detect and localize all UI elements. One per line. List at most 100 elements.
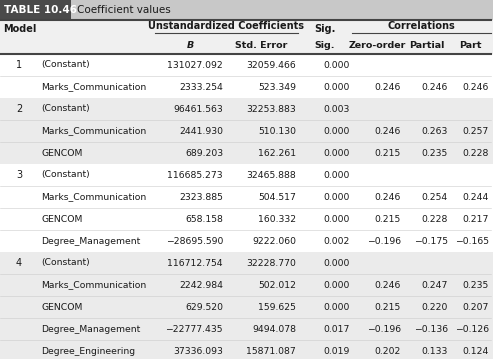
Text: 0.000: 0.000 — [323, 149, 350, 158]
Text: −28695.590: −28695.590 — [166, 237, 223, 246]
Text: 0.228: 0.228 — [462, 149, 489, 158]
Text: 116685.273: 116685.273 — [168, 171, 223, 180]
Text: Marks_Communication: Marks_Communication — [41, 280, 146, 289]
Text: 3: 3 — [16, 170, 22, 180]
Text: 162.261: 162.261 — [258, 149, 296, 158]
Bar — [0, 164, 493, 252]
Text: Degree_Management: Degree_Management — [41, 325, 140, 334]
Bar — [0, 38, 493, 54]
Text: −22777.435: −22777.435 — [166, 325, 223, 334]
Text: 658.158: 658.158 — [185, 214, 223, 224]
Text: 160.332: 160.332 — [258, 214, 296, 224]
Text: 2441.930: 2441.930 — [179, 126, 223, 135]
Text: Partial: Partial — [409, 42, 444, 51]
Text: Sig.: Sig. — [315, 42, 335, 51]
Text: Coefficient values: Coefficient values — [77, 5, 171, 15]
Text: 131027.092: 131027.092 — [167, 61, 223, 70]
Text: Marks_Communication: Marks_Communication — [41, 83, 146, 92]
Text: Model: Model — [3, 24, 36, 34]
Text: 0.000: 0.000 — [323, 192, 350, 201]
Text: 0.000: 0.000 — [323, 61, 350, 70]
Bar — [0, 0, 493, 20]
Text: Std. Error: Std. Error — [235, 42, 288, 51]
Text: 629.520: 629.520 — [185, 303, 223, 312]
Bar — [0, 20, 493, 38]
Text: 0.246: 0.246 — [375, 83, 401, 92]
Text: 0.207: 0.207 — [462, 303, 489, 312]
Text: −0.175: −0.175 — [414, 237, 448, 246]
Text: 0.000: 0.000 — [323, 83, 350, 92]
Text: 0.257: 0.257 — [463, 126, 489, 135]
Text: 0.246: 0.246 — [375, 192, 401, 201]
Text: −0.165: −0.165 — [455, 237, 489, 246]
Text: 4: 4 — [16, 258, 22, 268]
Text: 0.235: 0.235 — [463, 280, 489, 289]
Text: 0.215: 0.215 — [375, 303, 401, 312]
Text: (Constant): (Constant) — [41, 171, 90, 180]
Text: 0.246: 0.246 — [462, 83, 489, 92]
Text: Marks_Communication: Marks_Communication — [41, 192, 146, 201]
Text: 9222.060: 9222.060 — [252, 237, 296, 246]
Text: 0.000: 0.000 — [323, 258, 350, 267]
Text: 0.247: 0.247 — [422, 280, 448, 289]
Text: 0.244: 0.244 — [462, 192, 489, 201]
Text: 0.217: 0.217 — [462, 214, 489, 224]
Text: 0.215: 0.215 — [375, 149, 401, 158]
Text: 0.000: 0.000 — [323, 171, 350, 180]
Text: 523.349: 523.349 — [258, 83, 296, 92]
Text: Correlations: Correlations — [387, 21, 456, 31]
Text: 0.246: 0.246 — [422, 83, 448, 92]
Bar — [0, 0, 71, 20]
Text: GENCOM: GENCOM — [41, 149, 82, 158]
Text: 9494.078: 9494.078 — [252, 325, 296, 334]
Text: 0.003: 0.003 — [323, 104, 350, 113]
Text: 0.000: 0.000 — [323, 214, 350, 224]
Text: 2323.885: 2323.885 — [179, 192, 223, 201]
Text: 0.000: 0.000 — [323, 280, 350, 289]
Text: GENCOM: GENCOM — [41, 303, 82, 312]
Text: 502.012: 502.012 — [258, 280, 296, 289]
Text: 32059.466: 32059.466 — [246, 61, 296, 70]
Text: 0.215: 0.215 — [375, 214, 401, 224]
Text: 0.124: 0.124 — [462, 346, 489, 355]
Text: (Constant): (Constant) — [41, 104, 90, 113]
Text: (Constant): (Constant) — [41, 258, 90, 267]
Text: −0.196: −0.196 — [367, 237, 401, 246]
Text: Sig.: Sig. — [315, 24, 336, 34]
Text: Unstandardized Coefficients: Unstandardized Coefficients — [148, 21, 305, 31]
Text: 0.246: 0.246 — [375, 280, 401, 289]
Text: 32465.888: 32465.888 — [246, 171, 296, 180]
Text: 0.235: 0.235 — [422, 149, 448, 158]
Text: 2: 2 — [16, 104, 22, 114]
Text: 510.130: 510.130 — [258, 126, 296, 135]
Text: Degree_Engineering: Degree_Engineering — [41, 346, 135, 355]
Text: 0.000: 0.000 — [323, 303, 350, 312]
Text: 1: 1 — [16, 60, 22, 70]
Text: Marks_Communication: Marks_Communication — [41, 126, 146, 135]
Text: 0.002: 0.002 — [323, 237, 350, 246]
Text: 32253.883: 32253.883 — [246, 104, 296, 113]
Bar — [0, 98, 493, 164]
Text: −0.136: −0.136 — [414, 325, 448, 334]
Text: 159.625: 159.625 — [258, 303, 296, 312]
Text: 2333.254: 2333.254 — [179, 83, 223, 92]
Text: GENCOM: GENCOM — [41, 214, 82, 224]
Text: B: B — [186, 42, 194, 51]
Text: Zero-order: Zero-order — [349, 42, 406, 51]
Text: 0.228: 0.228 — [422, 214, 448, 224]
Text: −0.196: −0.196 — [367, 325, 401, 334]
Text: 0.254: 0.254 — [422, 192, 448, 201]
Text: 0.263: 0.263 — [422, 126, 448, 135]
Text: 0.000: 0.000 — [323, 126, 350, 135]
Text: 0.019: 0.019 — [323, 346, 350, 355]
Text: 15871.087: 15871.087 — [246, 346, 296, 355]
Text: 32228.770: 32228.770 — [246, 258, 296, 267]
Text: 504.517: 504.517 — [258, 192, 296, 201]
Text: 689.203: 689.203 — [185, 149, 223, 158]
Text: TABLE 10.46: TABLE 10.46 — [4, 5, 77, 15]
Text: Degree_Management: Degree_Management — [41, 237, 140, 246]
Text: 96461.563: 96461.563 — [173, 104, 223, 113]
Bar — [0, 252, 493, 359]
Text: 0.017: 0.017 — [323, 325, 350, 334]
Text: 0.220: 0.220 — [422, 303, 448, 312]
